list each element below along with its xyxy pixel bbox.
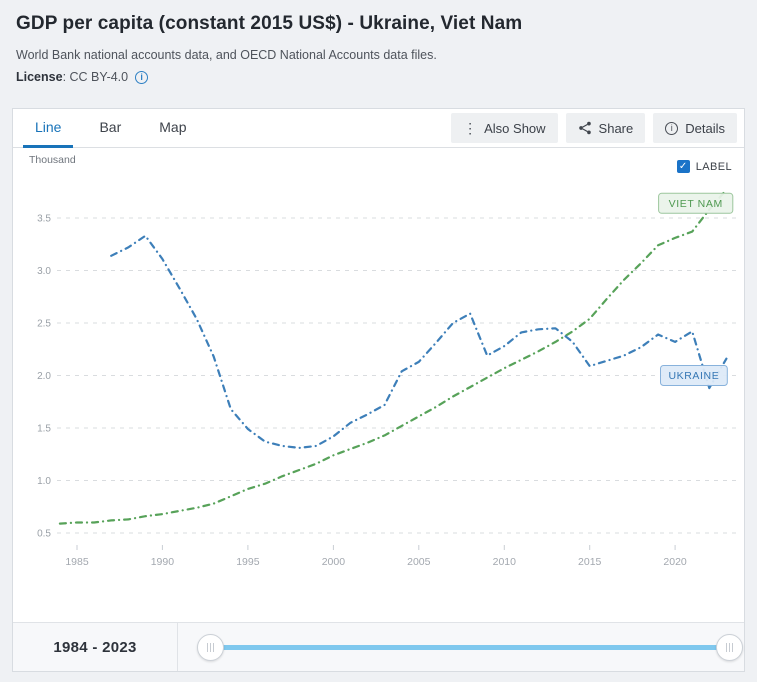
svg-text:2.5: 2.5 [37, 319, 51, 330]
ukraine-label-badge[interactable]: UKRAINE [660, 365, 728, 386]
page-header: GDP per capita (constant 2015 US$) - Ukr… [0, 0, 757, 84]
slider-track[interactable] [213, 644, 729, 650]
svg-text:1990: 1990 [151, 556, 175, 568]
svg-text:2020: 2020 [663, 556, 687, 568]
year-range-slider [178, 623, 744, 671]
details-label: Details [685, 120, 725, 136]
tab-bar[interactable]: Bar [99, 119, 122, 135]
svg-text:1995: 1995 [236, 556, 260, 568]
svg-text:0.5: 0.5 [37, 529, 51, 540]
chart-toolbar: ⋮ Also Show Share i Details [451, 109, 744, 147]
data-source-text: World Bank national accounts data, and O… [16, 48, 437, 62]
chart-card: Line Bar Map ⋮ Also Show Share i [12, 108, 745, 672]
label-toggle[interactable]: ✓ LABEL [676, 160, 732, 173]
ukraine-line [110, 234, 728, 449]
license-info-icon[interactable]: i [135, 70, 149, 84]
svg-text:1985: 1985 [65, 556, 89, 568]
share-label: Share [598, 120, 634, 136]
share-button[interactable]: Share [565, 113, 646, 143]
svg-text:2015: 2015 [578, 556, 602, 568]
tab-map[interactable]: Map [159, 119, 187, 135]
chart-area: Thousand ✓ LABEL 0.5 1.0 1.5 2.0 2.5 3.0 3.5 19… [13, 148, 744, 622]
label-checkbox-icon[interactable]: ✓ [676, 160, 690, 173]
info-icon: i [665, 121, 679, 135]
slider-handle-start[interactable] [197, 633, 224, 661]
svg-text:2010: 2010 [493, 556, 517, 568]
kebab-menu-icon: ⋮ [463, 120, 478, 136]
also-show-button[interactable]: ⋮ Also Show [451, 113, 558, 143]
svg-text:VIET NAM: VIET NAM [669, 198, 723, 210]
slider-grip-icon [207, 642, 214, 652]
svg-text:3.5: 3.5 [37, 214, 51, 225]
license-line: License : CC BY-4.0 i [16, 70, 741, 84]
year-range-label: 1984 - 2023 [13, 623, 178, 671]
details-button[interactable]: i Details [653, 113, 737, 143]
svg-text:2005: 2005 [407, 556, 431, 568]
svg-text:UKRAINE: UKRAINE [668, 370, 719, 382]
tab-line[interactable]: Line [23, 109, 74, 148]
page-title: GDP per capita (constant 2015 US$) - Ukr… [16, 13, 523, 34]
also-show-label: Also Show [484, 120, 546, 136]
vietnam-line [58, 188, 728, 525]
time-range-footer: 1984 - 2023 [13, 622, 744, 671]
svg-text:1.5: 1.5 [37, 424, 51, 435]
license-value: : CC BY-4.0 [62, 70, 129, 84]
svg-text:2.0: 2.0 [37, 371, 51, 382]
slider-grip-icon [726, 642, 733, 652]
svg-text:3.0: 3.0 [37, 266, 51, 277]
license-label: License [16, 70, 63, 84]
label-checkbox-text: LABEL [695, 160, 732, 173]
svg-text:1.0: 1.0 [37, 476, 51, 487]
chart-type-tabbar: Line Bar Map ⋮ Also Show Share i [13, 109, 744, 148]
slider-handle-end[interactable] [716, 633, 743, 661]
vietnam-label-badge[interactable]: VIET NAM [658, 192, 734, 214]
chart-canvas[interactable]: 0.5 1.0 1.5 2.0 2.5 3.0 3.5 1985 1990 1995 2000 200… [13, 148, 744, 622]
svg-text:2000: 2000 [322, 556, 346, 568]
axis-unit-label: Thousand [29, 154, 76, 166]
share-icon [578, 121, 591, 135]
